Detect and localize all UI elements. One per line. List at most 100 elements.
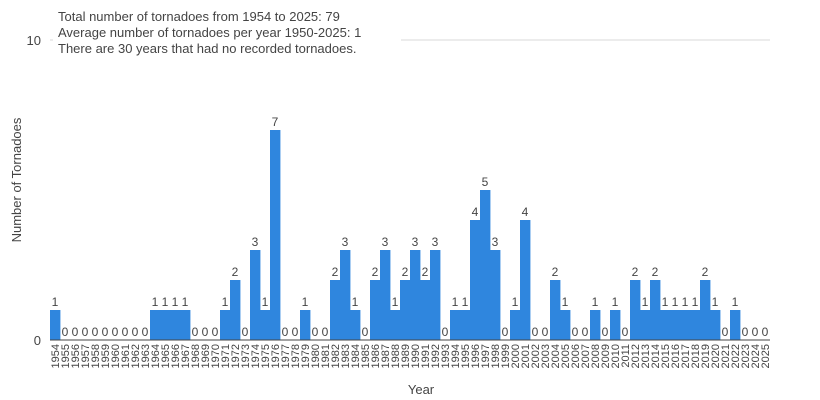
- x-tick-label: 2020: [710, 344, 722, 368]
- y-axis-title: Number of Tornadoes: [9, 117, 24, 242]
- x-tick-label: 1991: [420, 344, 432, 368]
- x-tick-label: 1962: [130, 344, 142, 368]
- bar: [630, 280, 641, 340]
- data-label: 0: [362, 325, 369, 339]
- bar: [450, 310, 461, 340]
- bar: [560, 310, 571, 340]
- data-label: 2: [652, 265, 659, 279]
- bar: [300, 310, 311, 340]
- x-tick-label: 1995: [460, 344, 472, 368]
- annotation-total: Total number of tornadoes from 1954 to 2…: [58, 9, 340, 24]
- data-label: 3: [342, 235, 349, 249]
- data-label: 0: [102, 325, 109, 339]
- data-label: 0: [72, 325, 79, 339]
- x-tick-label: 1955: [60, 344, 72, 368]
- bar: [640, 310, 651, 340]
- bar: [220, 310, 231, 340]
- data-label: 0: [192, 325, 199, 339]
- data-label: 0: [82, 325, 89, 339]
- data-label: 1: [672, 295, 679, 309]
- bar: [730, 310, 741, 340]
- x-tick-label: 1960: [110, 344, 122, 368]
- x-tick-label: 1967: [180, 344, 192, 368]
- bar: [470, 220, 481, 340]
- data-label: 0: [322, 325, 329, 339]
- x-tick-label: 1969: [200, 344, 212, 368]
- data-label: 3: [432, 235, 439, 249]
- data-label: 3: [492, 235, 499, 249]
- data-label: 0: [762, 325, 769, 339]
- data-label: 2: [232, 265, 239, 279]
- bar: [350, 310, 361, 340]
- bar: [430, 250, 441, 340]
- x-tick-label: 1971: [220, 344, 232, 368]
- data-label: 1: [692, 295, 699, 309]
- data-label: 0: [202, 325, 209, 339]
- bar: [230, 280, 241, 340]
- x-tick-label: 1968: [190, 344, 202, 368]
- bar: [670, 310, 681, 340]
- x-tick-label: 1997: [480, 344, 492, 368]
- x-tick-label: 1957: [80, 344, 92, 368]
- bar: [410, 250, 421, 340]
- x-tick-label: 2013: [640, 344, 652, 368]
- data-label: 1: [162, 295, 169, 309]
- x-tick-label: 1988: [390, 344, 402, 368]
- x-tick-label: 2019: [700, 344, 712, 368]
- x-tick-label: 2005: [560, 344, 572, 368]
- data-label: 0: [92, 325, 99, 339]
- bar: [690, 310, 701, 340]
- data-label: 1: [662, 295, 669, 309]
- x-tick-label: 2018: [690, 344, 702, 368]
- annotation-background: [53, 4, 401, 64]
- data-label: 0: [282, 325, 289, 339]
- data-label: 1: [732, 295, 739, 309]
- bar: [700, 280, 711, 340]
- x-axis-title: Year: [408, 382, 435, 397]
- bar: [400, 280, 411, 340]
- bar: [610, 310, 621, 340]
- data-label: 0: [622, 325, 629, 339]
- data-label: 1: [172, 295, 179, 309]
- x-tick-label: 1972: [230, 344, 242, 368]
- x-tick-label: 2002: [530, 344, 542, 368]
- data-label: 1: [152, 295, 159, 309]
- data-label: 0: [722, 325, 729, 339]
- bar: [660, 310, 671, 340]
- x-tick-label: 1990: [410, 344, 422, 368]
- data-label: 0: [242, 325, 249, 339]
- data-label: 1: [562, 295, 569, 309]
- x-tick-label: 2011: [620, 344, 632, 368]
- data-label: 1: [52, 295, 59, 309]
- data-label: 0: [62, 325, 69, 339]
- x-tick-label: 1977: [280, 344, 292, 368]
- data-label: 0: [122, 325, 129, 339]
- data-label: 0: [532, 325, 539, 339]
- x-tick-label: 1985: [360, 344, 372, 368]
- bar: [160, 310, 171, 340]
- data-label: 3: [252, 235, 259, 249]
- x-tick-label: 1987: [380, 344, 392, 368]
- x-tick-label: 1996: [470, 344, 482, 368]
- x-tick-label: 1984: [350, 344, 362, 368]
- bar: [590, 310, 601, 340]
- data-label: 0: [442, 325, 449, 339]
- bar: [260, 310, 271, 340]
- x-tick-label: 1992: [430, 344, 442, 368]
- data-label: 1: [392, 295, 399, 309]
- bar: [390, 310, 401, 340]
- x-tick-label: 2000: [510, 344, 522, 368]
- x-tick-label: 1980: [310, 344, 322, 368]
- x-tick-label: 2023: [740, 344, 752, 368]
- x-tick-label: 2024: [750, 344, 762, 368]
- x-tick-label: 1993: [440, 344, 452, 368]
- x-tick-label: 1961: [120, 344, 132, 368]
- bar: [420, 280, 431, 340]
- x-tick-label: 2014: [650, 344, 662, 368]
- data-label: 1: [182, 295, 189, 309]
- data-label: 2: [332, 265, 339, 279]
- data-label: 1: [462, 295, 469, 309]
- x-tick-label: 1954: [50, 344, 62, 368]
- bars: [50, 130, 741, 340]
- x-tick-label: 2008: [590, 344, 602, 368]
